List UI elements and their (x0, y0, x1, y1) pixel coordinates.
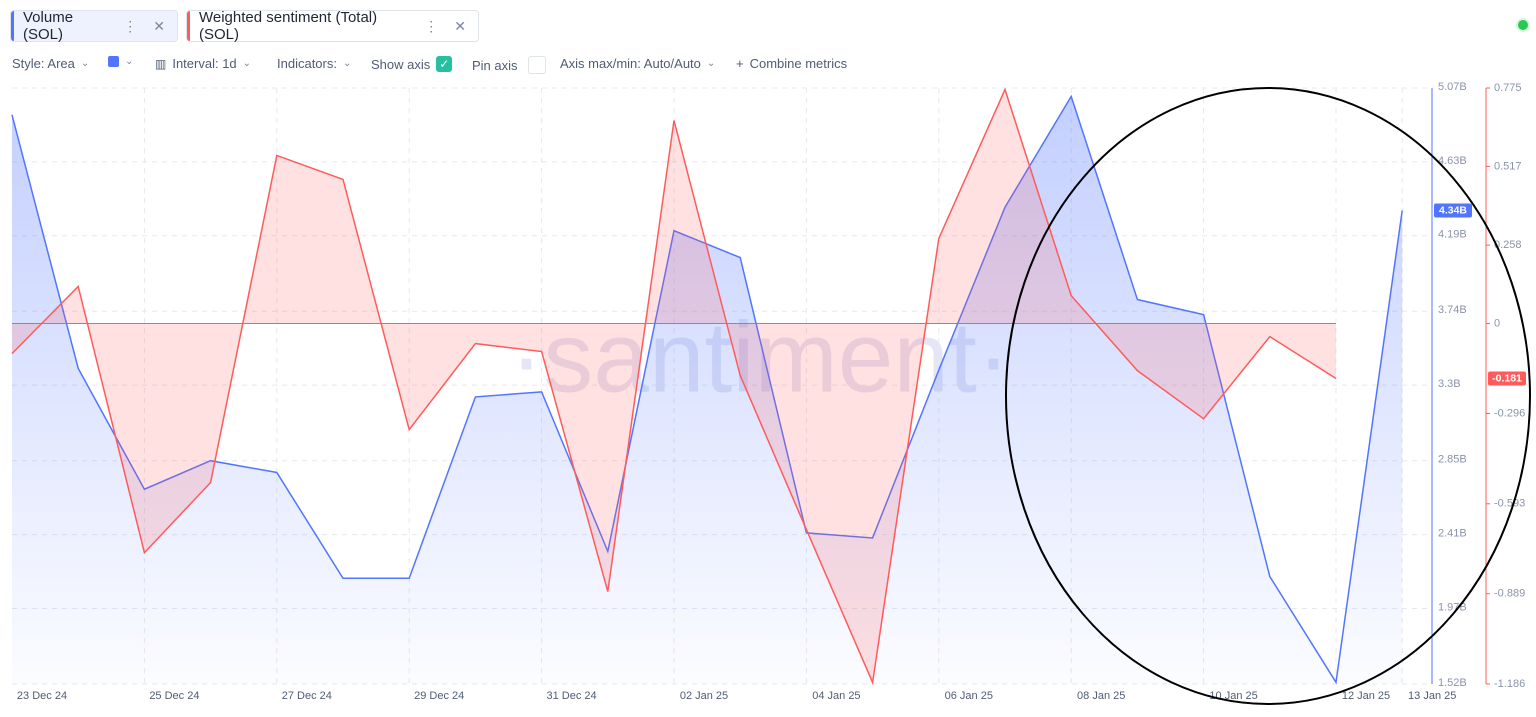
y-tick-label: 3.74B (1438, 304, 1467, 316)
show-axis[interactable]: Show axis ✓ (371, 56, 453, 72)
x-tick-label: 25 Dec 24 (149, 690, 199, 702)
x-tick-label: 12 Jan 25 (1342, 690, 1390, 702)
toolbar-label: Indicators: (277, 56, 337, 71)
x-tick-label: 10 Jan 25 (1209, 690, 1257, 702)
y2-tick-label: -0.296 (1494, 407, 1525, 419)
x-tick-label: 29 Dec 24 (414, 690, 464, 702)
x-tick-label: 27 Dec 24 (282, 690, 332, 702)
y-tick-label: 2.41B (1438, 527, 1467, 539)
x-tick-label: 23 Dec 24 (17, 690, 67, 702)
x-tick-label: 13 Jan 25 (1408, 690, 1456, 702)
x-tick-label: 06 Jan 25 (945, 690, 993, 702)
last-value-badge (1434, 203, 1472, 218)
last-value-label: -0.181 (1492, 372, 1522, 384)
x-tick-label: 04 Jan 25 (812, 690, 860, 702)
toolbar-label: Pin axis (472, 57, 518, 73)
y-tick-label: 5.07B (1438, 81, 1467, 93)
metric-tab[interactable]: Volume (SOL) ⋮ ✕ (10, 9, 178, 43)
y2-tick-label: 0.517 (1494, 160, 1522, 172)
x-tick-label: 31 Dec 24 (547, 690, 597, 702)
y-tick-label: 4.19B (1438, 229, 1467, 241)
area-fill (12, 89, 1336, 683)
series-line (11, 87, 1337, 686)
color-select[interactable]: ⌄ (108, 56, 133, 67)
annotation-circle (1005, 87, 1531, 705)
tab-label: Volume (SOL) (23, 9, 74, 43)
toolbar-label: Style: Area (12, 56, 75, 71)
y-tick-label: 2.85B (1438, 454, 1467, 466)
style-select[interactable]: Style: Area ⌄ (12, 56, 90, 71)
y-tick-label: 4.63B (1438, 155, 1467, 167)
x-tick-label: 08 Jan 25 (1077, 690, 1125, 702)
series-line (11, 94, 1403, 685)
toolbar-label: Axis max/min: Auto/Auto (560, 56, 701, 71)
pin-axis[interactable]: Pin axis (472, 56, 546, 74)
x-tick-label: 02 Jan 25 (680, 690, 728, 702)
combine-metrics[interactable]: + Combine metrics (736, 56, 848, 71)
interval-select[interactable]: ▥ Interval: 1d ⌄ (155, 56, 252, 71)
y2-tick-label: 0 (1494, 317, 1500, 329)
last-value-badge (1488, 371, 1526, 386)
tab-label: Weighted sentiment (Total) (SOL) (199, 9, 378, 43)
y-tick-label: 1.52B (1438, 677, 1467, 689)
status-dot (1518, 20, 1528, 30)
metric-tab[interactable]: Weighted sentiment (Total) (SOL) ⋮ ✕ (186, 9, 479, 43)
toolbar-label: Interval: 1d (172, 56, 237, 71)
y2-tick-label: -0.889 (1494, 588, 1525, 600)
axis-minmax[interactable]: Axis max/min: Auto/Auto ⌄ (560, 56, 716, 71)
y2-tick-label: -1.186 (1494, 678, 1525, 690)
last-value-label: 4.34B (1439, 204, 1467, 216)
y-tick-label: 3.3B (1438, 378, 1461, 390)
toolbar-label: Combine metrics (749, 56, 848, 71)
y2-tick-label: 0.258 (1494, 239, 1522, 251)
y-tick-label: 1.97B (1438, 601, 1467, 613)
indicators-select[interactable]: Indicators: ⌄ (277, 56, 352, 71)
toolbar-label: Show axis (371, 56, 431, 72)
y2-tick-label: 0.775 (1494, 82, 1522, 94)
y2-tick-label: -0.593 (1494, 498, 1525, 510)
